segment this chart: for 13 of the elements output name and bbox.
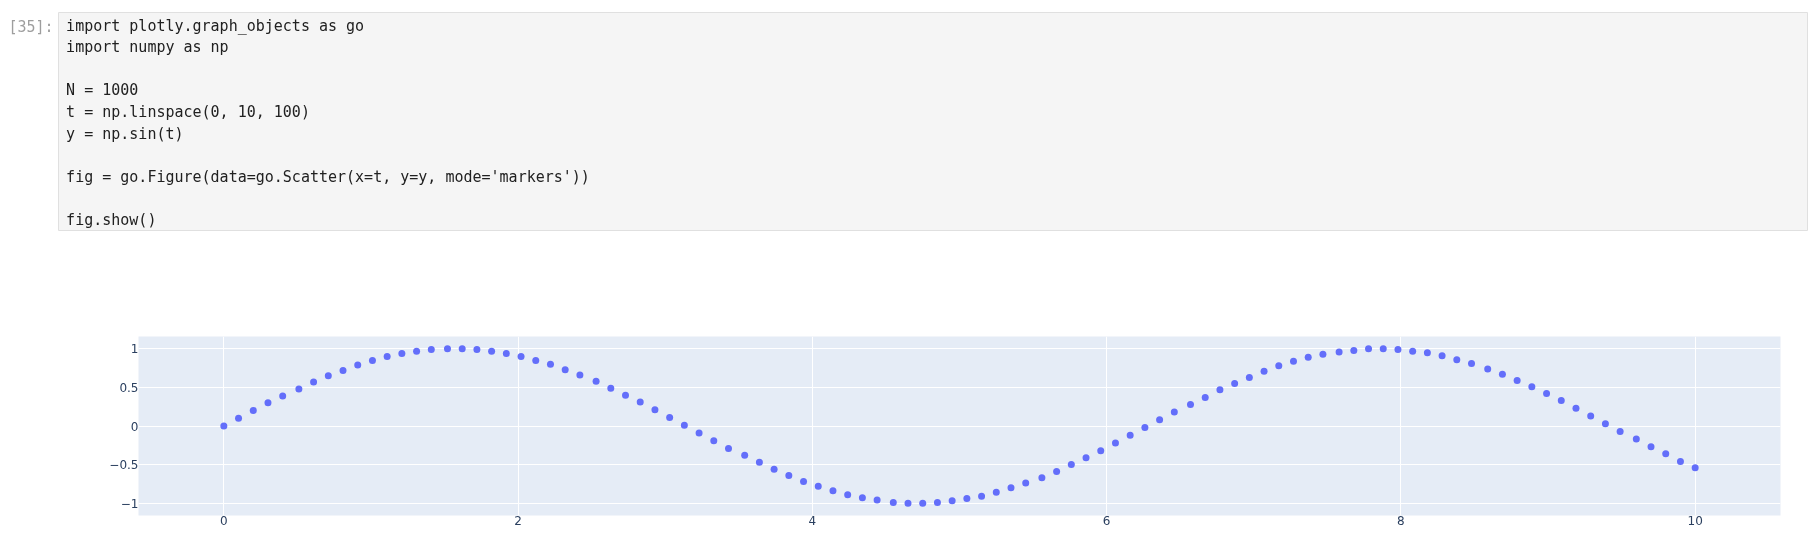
x-tick-label: 6 <box>1102 513 1111 528</box>
text: [35]: <box>8 17 54 36</box>
x-tick-label: 0 <box>220 513 228 528</box>
x-tick-label: 4 <box>808 513 817 528</box>
x-tick-label: 2 <box>514 513 522 528</box>
y-tick-label: −0.5 <box>109 458 139 473</box>
y-tick-label: 0 <box>130 419 139 434</box>
x-tick-label: 8 <box>1397 513 1405 528</box>
y-tick-label: 1 <box>130 342 139 357</box>
x-tick-label: 10 <box>1687 513 1703 528</box>
text: import plotly.graph_objects as go import numpy as np N = 1000 t = np.linspace(0, 10, 100) y = np.sin(t) fig = go.Figure(data=go.Scatter(x=t, y=y, mode='markers')) fig.show() <box>66 16 590 229</box>
y-tick-label: 0.5 <box>119 380 139 395</box>
y-tick-label: −1 <box>120 496 139 511</box>
